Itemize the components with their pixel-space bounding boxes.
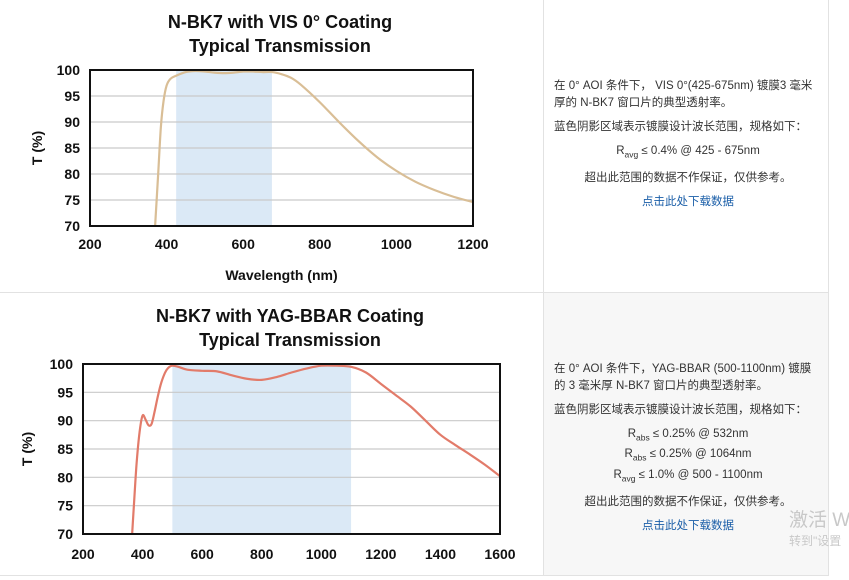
spec-subscript: avg xyxy=(621,472,636,483)
spec-list: Ravg ≤ 0.4% @ 425 - 675nm xyxy=(554,143,822,163)
disclaimer-text: 超出此范围的数据不作保证，仅供参考。 xyxy=(584,495,792,508)
x-tick-label: 600 xyxy=(190,546,214,562)
chart-yag-bbar-coating: N-BK7 with YAG-BBAR Coating Typical Trans… xyxy=(19,306,516,562)
spec-value: ≤ 0.25% @ 1064nm xyxy=(646,448,752,461)
y-tick-label: 95 xyxy=(57,384,73,400)
description-cell: 在 0° AOI 条件下，YAG-BBAR (500-1100nm) 镀膜的 3… xyxy=(544,293,829,575)
y-tick-label: 100 xyxy=(57,62,81,78)
y-tick-label: 80 xyxy=(64,166,80,182)
y-axis-label: T (%) xyxy=(19,432,35,466)
activation-watermark: 激活 W xyxy=(789,510,849,531)
x-axis-label: Wavelength (nm) xyxy=(225,267,337,283)
spec-subscript: abs xyxy=(632,452,647,463)
disclaimer-text: 超出此范围的数据不作保证，仅供参考。 xyxy=(584,172,792,185)
spec-value: ≤ 0.4% @ 425 - 675nm xyxy=(638,145,760,157)
spec-list: Rabs ≤ 0.25% @ 532nm Rabs ≤ 0.25% @ 1064n… xyxy=(554,426,822,487)
spec-line: Rabs ≤ 0.25% @ 532nm xyxy=(554,426,822,446)
x-tick-label: 400 xyxy=(155,236,179,252)
x-tick-label: 1000 xyxy=(381,236,412,252)
spec-symbol: R xyxy=(624,448,633,461)
download-data-link[interactable]: 点击此处下载数据 xyxy=(642,196,734,209)
y-tick-label: 90 xyxy=(57,413,73,429)
description-cell: 在 0° AOI 条件下， VIS 0°(425-675nm) 镀膜3 毫米厚的… xyxy=(544,0,829,292)
y-tick-label: 85 xyxy=(57,441,73,457)
table-row: N-BK7 with VIS 0° Coating Typical Transmi… xyxy=(0,0,829,293)
y-tick-label: 70 xyxy=(64,218,80,234)
chart-cell: N-BK7 with VIS 0° Coating Typical Transmi… xyxy=(0,0,544,292)
x-tick-label: 1400 xyxy=(425,546,456,562)
x-tick-label: 600 xyxy=(232,236,256,252)
spec-symbol: R xyxy=(616,145,625,157)
x-tick-label: 400 xyxy=(131,546,155,562)
y-tick-label: 100 xyxy=(50,356,74,372)
y-tick-label: 95 xyxy=(64,88,80,104)
x-tick-label: 1600 xyxy=(484,546,515,562)
x-tick-label: 200 xyxy=(71,546,95,562)
chart-subtitle: Typical Transmission xyxy=(189,36,371,56)
x-tick-label: 800 xyxy=(250,546,274,562)
transmission-series-line xyxy=(154,69,473,226)
description-text: 在 0° AOI 条件下， VIS 0°(425-675nm) 镀膜3 毫米厚的… xyxy=(554,80,813,109)
spec-symbol: R xyxy=(627,428,637,440)
download-data-link[interactable]: 点击此处下载数据 xyxy=(642,519,734,532)
x-tick-label: 800 xyxy=(308,236,332,252)
spec-line: Ravg ≤ 0.4% @ 425 - 675nm xyxy=(554,143,822,163)
chart-title: N-BK7 with YAG-BBAR Coating xyxy=(156,306,424,326)
x-tick-label: 1200 xyxy=(457,236,488,252)
spec-symbol: R xyxy=(613,468,622,481)
x-tick-label: 1000 xyxy=(306,546,337,562)
x-tick-label: 1200 xyxy=(365,546,396,562)
plot-frame xyxy=(82,363,501,535)
chart-vis-coating: N-BK7 with VIS 0° Coating Typical Transmi… xyxy=(29,12,489,283)
spec-subscript: abs xyxy=(636,432,650,443)
plot-frame xyxy=(89,69,474,227)
description: 在 0° AOI 条件下， VIS 0°(425-675nm) 镀膜3 毫米厚的… xyxy=(554,78,822,211)
chart-subtitle: Typical Transmission xyxy=(199,330,381,350)
y-tick-label: 75 xyxy=(57,498,73,514)
description-text: 蓝色阴影区域表示镀膜设计波长范围，规格如下： xyxy=(554,121,807,133)
y-tick-label: 90 xyxy=(64,114,80,130)
x-tick-label: 200 xyxy=(78,236,102,252)
table-row: N-BK7 with YAG-BBAR Coating Typical Trans… xyxy=(0,293,829,576)
spec-subscript: avg xyxy=(624,149,639,160)
spec-line: Rabs ≤ 0.25% @ 1064nm xyxy=(554,446,822,466)
y-axis-label: T (%) xyxy=(29,131,45,165)
spec-line: Ravg ≤ 1.0% @ 500 - 1100nm xyxy=(554,467,822,487)
y-tick-label: 85 xyxy=(64,140,80,156)
chart-title: N-BK7 with VIS 0° Coating xyxy=(168,12,392,32)
y-tick-label: 80 xyxy=(57,469,73,485)
description: 在 0° AOI 条件下，YAG-BBAR (500-1100nm) 镀膜的 3… xyxy=(554,361,822,535)
spec-value: ≤ 1.0% @ 500 - 1100nm xyxy=(635,468,763,481)
transmission-series-line xyxy=(131,364,500,534)
description-text: 在 0° AOI 条件下，YAG-BBAR (500-1100nm) 镀膜的 3… xyxy=(554,363,812,392)
spec-value: ≤ 0.25% @ 532nm xyxy=(649,428,749,440)
y-tick-label: 70 xyxy=(57,526,73,542)
y-tick-label: 75 xyxy=(64,192,80,208)
chart-cell: N-BK7 with YAG-BBAR Coating Typical Trans… xyxy=(0,293,544,575)
activation-watermark-hint: 转到"设置 xyxy=(789,534,842,548)
description-text: 蓝色阴影区域表示镀膜设计波长范围，规格如下： xyxy=(554,404,807,416)
